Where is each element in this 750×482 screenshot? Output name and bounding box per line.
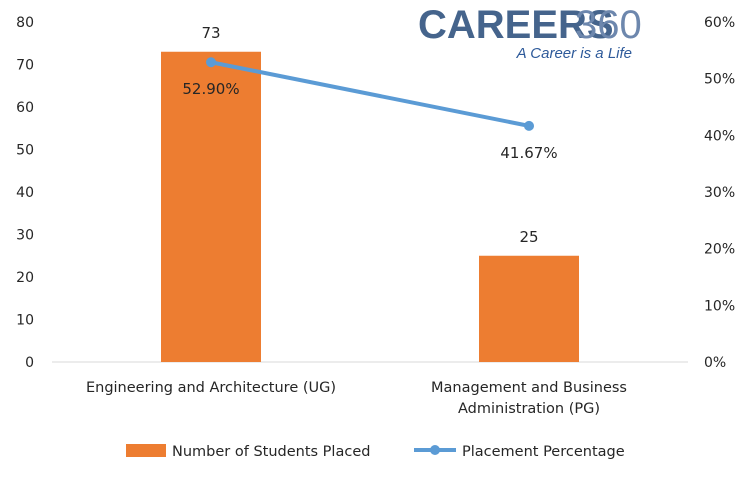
x-category-label: Management and Business bbox=[431, 380, 627, 396]
bar-value-label: 73 bbox=[201, 24, 220, 42]
careers360-logo: CAREERS 360 A Career is a Life bbox=[418, 3, 642, 62]
y-left-tick-label: 0 bbox=[25, 355, 34, 371]
plot-area: 0 10 20 30 40 50 60 70 80 0% 10% 20% 30% 40% 50% 60% 73 2… bbox=[16, 15, 735, 417]
legend: Number of Students Placed Placement Perce… bbox=[126, 444, 625, 460]
y-left-tick-label: 80 bbox=[16, 15, 34, 31]
legend-line-label: Placement Percentage bbox=[462, 444, 625, 460]
bar bbox=[479, 255, 579, 362]
y-left-tick-label: 30 bbox=[16, 228, 34, 244]
line-value-label: 41.67% bbox=[500, 144, 557, 162]
y-left-tick-label: 40 bbox=[16, 185, 34, 201]
line-point bbox=[206, 57, 216, 68]
y-right-tick-label: 10% bbox=[704, 298, 735, 314]
legend-bar-label: Number of Students Placed bbox=[172, 444, 370, 460]
y-right-tick-label: 50% bbox=[704, 72, 735, 88]
line-point bbox=[524, 120, 534, 131]
logo-main-text: CAREERS bbox=[418, 3, 614, 47]
line-value-label: 52.90% bbox=[182, 80, 239, 98]
y-right-tick-label: 20% bbox=[704, 242, 735, 258]
x-category-label: Administration (PG) bbox=[458, 401, 600, 417]
logo-number-text: 360 bbox=[575, 3, 642, 47]
bar bbox=[161, 51, 261, 362]
y-right-tick-label: 60% bbox=[704, 15, 735, 31]
y-left-tick-label: 50 bbox=[16, 143, 34, 159]
y-right-tick-label: 40% bbox=[704, 128, 735, 144]
bar-value-label: 25 bbox=[519, 228, 538, 246]
y-left-tick-label: 20 bbox=[16, 270, 34, 286]
logo-tagline: A Career is a Life bbox=[516, 45, 632, 62]
y-right-tick-label: 0% bbox=[704, 355, 726, 371]
y-right-tick-label: 30% bbox=[704, 185, 735, 201]
x-category-label: Engineering and Architecture (UG) bbox=[86, 380, 336, 396]
y-left-tick-label: 10 bbox=[16, 313, 34, 329]
y-left-tick-label: 60 bbox=[16, 100, 34, 116]
y-left-tick-label: 70 bbox=[16, 58, 34, 74]
legend-bar-swatch bbox=[126, 444, 166, 457]
placement-line bbox=[209, 60, 531, 128]
legend-line-marker bbox=[430, 445, 440, 455]
